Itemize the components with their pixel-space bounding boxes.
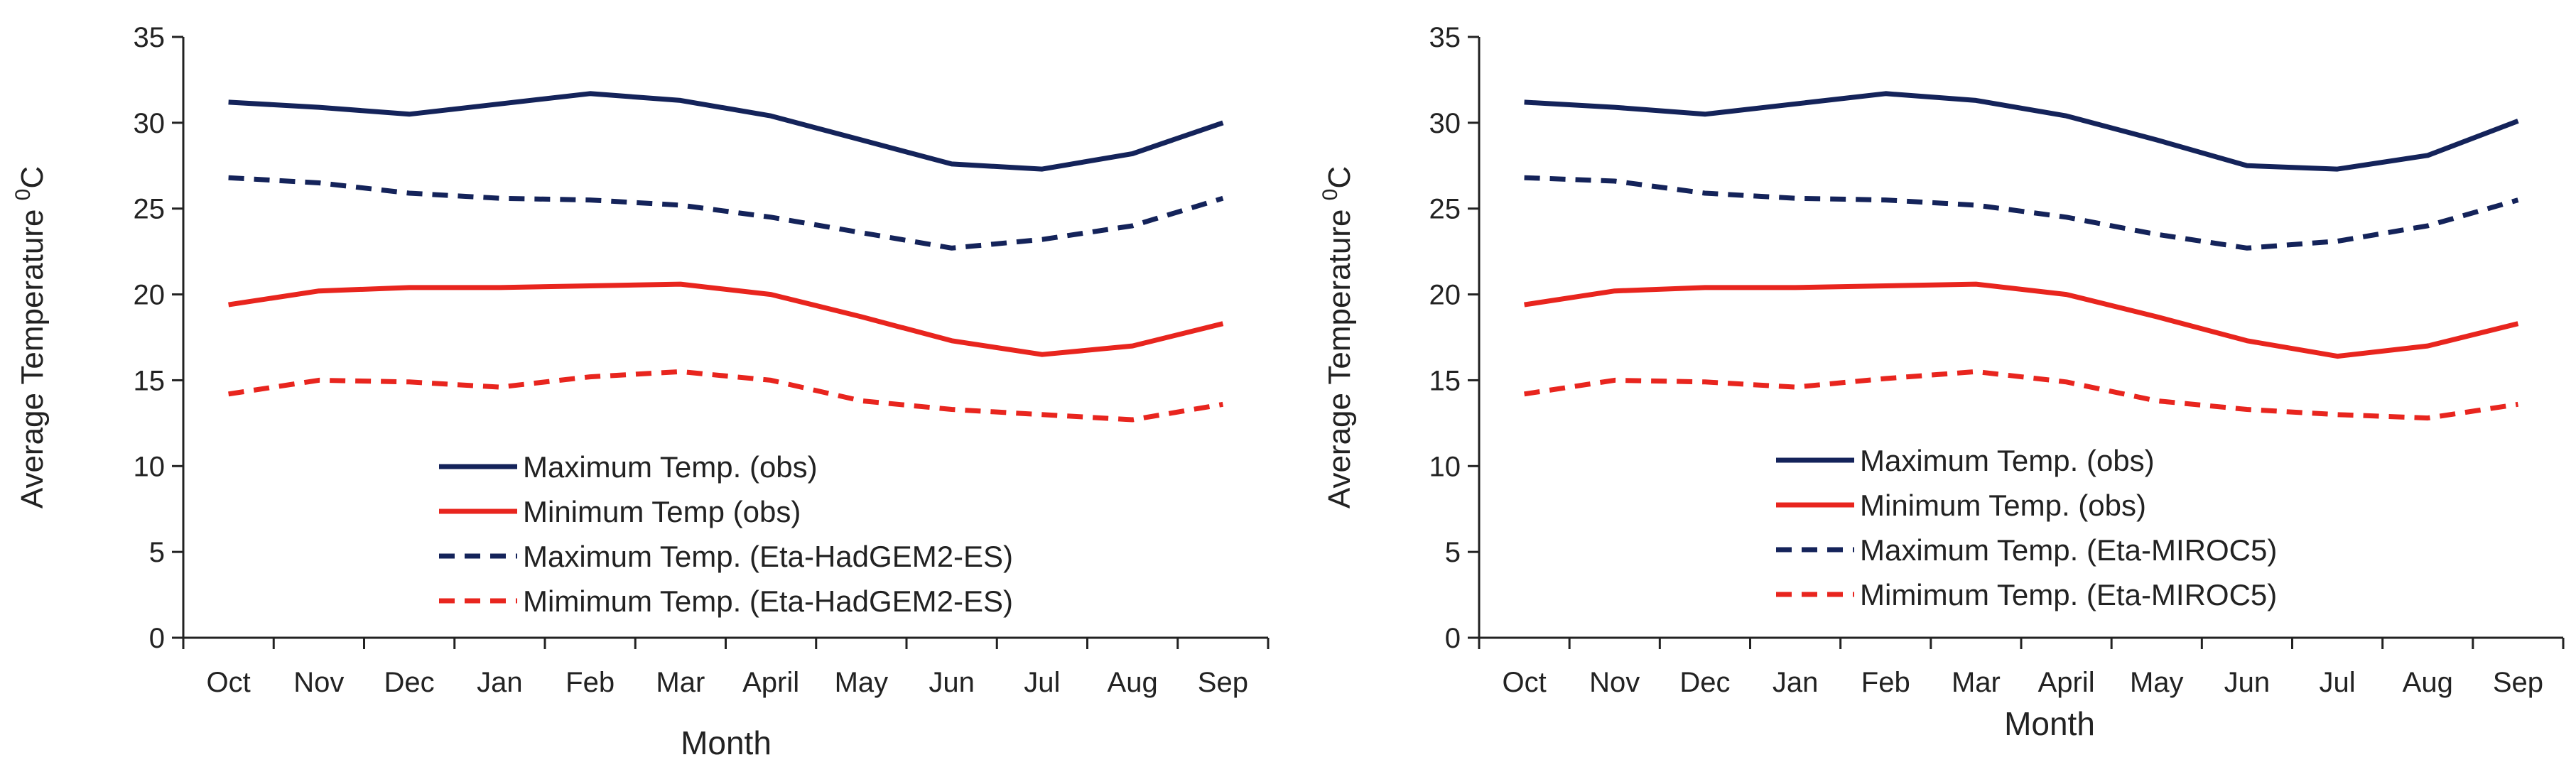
axes-right: 0 5 10 15 20 25 30 35 Oct Nov Dec Jan Feb Mar April May… [1429, 22, 2565, 698]
x-tick-label-right: May [2130, 667, 2184, 698]
y-tick-label-left: 15 [134, 365, 166, 396]
x-tick-label-left: Sep [1198, 667, 1248, 698]
legend-label-left-3: Maximum Temp. (Eta-HadGEM2-ES) [523, 540, 1013, 573]
series-line-left-2 [228, 281, 1224, 357]
x-tick-label-right: Jan [1773, 667, 1819, 698]
x-tick-label-right: Feb [1861, 667, 1910, 698]
legend-label-left-4: Mimimum Temp. (Eta-HadGEM2-ES) [523, 584, 1013, 618]
x-tick-label-left: April [742, 667, 799, 698]
legend-left: Maximum Temp. (obs) Minimum Temp (obs) Max… [439, 450, 1013, 618]
x-tick-label-right: Nov [1589, 667, 1640, 698]
x-tick-label-left: Nov [293, 667, 344, 698]
series-layer-left [228, 91, 1224, 423]
y-tick-label-right: 25 [1429, 194, 1461, 225]
series-line-right-2 [1524, 281, 2519, 359]
y-axis-label-left: Average Temperature 0C [11, 166, 50, 508]
y-tick-label-right: 20 [1429, 280, 1461, 311]
svg-text:Average Temperature 0C: Average Temperature 0C [11, 166, 50, 508]
x-tick-label-left: Jun [929, 667, 975, 698]
axes-left: 0 5 10 15 20 25 30 35 Oct Nov Dec Jan Feb Mar April May… [134, 22, 1270, 698]
x-tick-label-right: Dec [1679, 667, 1730, 698]
y-tick-label-right: 30 [1429, 108, 1461, 139]
x-tick-label-left: Feb [565, 667, 615, 698]
series-line-left-4 [228, 369, 1223, 423]
svg-text:Average Temperature 0C: Average Temperature 0C [1319, 166, 1357, 508]
y-tick-label-right: 0 [1445, 623, 1461, 654]
chart-right: Average Temperature 0C Month 0 5 10 15 20 25 3… [1319, 22, 2565, 742]
x-axis-label-right: Month [2004, 705, 2095, 742]
x-tick-label-right: Oct [1502, 667, 1546, 698]
legend-label-right-4: Mimimum Temp. (Eta-MIROC5) [1860, 578, 2277, 611]
y-tick-label-right: 5 [1445, 537, 1461, 568]
x-tick-label-left: May [835, 667, 889, 698]
y-tick-label-right: 10 [1429, 451, 1461, 482]
x-axis-label-left: Month [681, 724, 772, 761]
series-line-right-4 [1524, 369, 2518, 421]
series-line-right-1 [1524, 91, 2519, 172]
y-tick-label-left: 0 [149, 623, 165, 654]
y-tick-label-left: 10 [134, 451, 166, 482]
y-tick-label-left: 25 [134, 194, 166, 225]
x-tick-label-left: Dec [384, 667, 435, 698]
legend-label-right-1: Maximum Temp. (obs) [1860, 444, 2155, 477]
series-line-right-3 [1524, 175, 2519, 251]
x-tick-label-right: Aug [2403, 667, 2453, 698]
x-tick-label-right: Mar [1952, 667, 2001, 698]
x-tick-label-right: April [2038, 667, 2095, 698]
y-tick-label-left: 20 [134, 280, 166, 311]
y-tick-label-left: 30 [134, 108, 166, 139]
y-tick-label-right: 35 [1429, 22, 1461, 53]
legend-right: Maximum Temp. (obs) Minimum Temp. (obs) Ma… [1776, 444, 2277, 611]
x-tick-label-left: Mar [656, 667, 705, 698]
legend-label-left-2: Minimum Temp (obs) [523, 495, 801, 528]
y-tick-label-right: 15 [1429, 365, 1461, 396]
x-tick-label-right: Jun [2224, 667, 2271, 698]
series-line-left-1 [228, 91, 1224, 172]
x-tick-label-left: Jan [477, 667, 523, 698]
y-tick-label-left: 35 [134, 22, 166, 53]
legend-label-right-2: Minimum Temp. (obs) [1860, 489, 2146, 522]
y-axis-label-right: Average Temperature 0C [1319, 166, 1357, 508]
x-tick-label-right: Jul [2320, 667, 2356, 698]
legend-label-left-1: Maximum Temp. (obs) [523, 450, 818, 484]
x-tick-label-left: Oct [207, 667, 251, 698]
series-layer-right [1524, 91, 2519, 421]
x-tick-label-left: Aug [1108, 667, 1158, 698]
x-tick-label-right: Sep [2493, 667, 2543, 698]
legend-label-right-3: Maximum Temp. (Eta-MIROC5) [1860, 533, 2277, 567]
x-tick-label-left: Jul [1024, 667, 1060, 698]
y-tick-label-left: 5 [149, 537, 165, 568]
series-line-left-3 [228, 175, 1224, 251]
chart-left: Average Temperature 0C Month 0 5 10 15 20 25 3… [11, 22, 1270, 761]
